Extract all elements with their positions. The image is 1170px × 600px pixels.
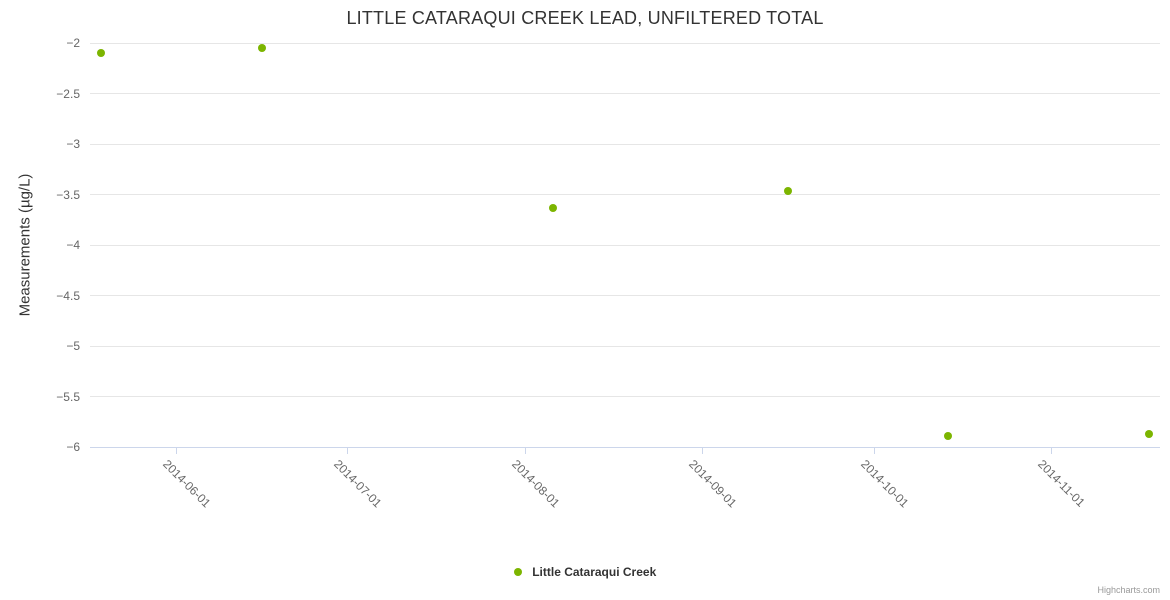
y-axis-tick-label: −3.5: [56, 187, 80, 202]
legend-item[interactable]: Little Cataraqui Creek: [0, 563, 1170, 581]
y-axis-tick-label: −2.5: [56, 86, 80, 101]
grid-line: [90, 42, 1160, 44]
grid-line: [90, 295, 1160, 296]
x-axis-tick: [1051, 447, 1053, 454]
legend-marker-icon: [513, 567, 522, 576]
x-axis-tick-label: 2014-07-01: [331, 457, 385, 511]
data-point[interactable]: [549, 203, 558, 212]
x-axis-tick-label: 2014-11-01: [1035, 457, 1089, 510]
grid-line: [90, 396, 1160, 397]
legend-label: Little Cataraqui Creek: [532, 564, 657, 579]
x-axis-tick-label: 2014-06-01: [159, 457, 214, 511]
y-axis-tick-label: −3: [66, 137, 80, 151]
x-axis-tick-label: 2014-10-01: [857, 457, 912, 511]
data-point[interactable]: [97, 49, 106, 58]
x-axis-tick: [524, 447, 526, 454]
highcharts-credit-link[interactable]: Highcharts.com: [1097, 585, 1160, 595]
y-axis-tick-label: −4.5: [56, 288, 80, 303]
grid-line: [90, 345, 1160, 347]
x-axis-tick: [175, 447, 177, 454]
x-axis-tick-label: 2014-09-01: [686, 457, 740, 511]
data-point[interactable]: [944, 431, 953, 440]
x-axis-tick-label: 2014-08-01: [508, 457, 563, 511]
chart-title: LITTLE CATARAQUI CREEK LEAD, UNFILTERED …: [346, 8, 824, 28]
x-axis-tick: [347, 447, 349, 454]
data-point[interactable]: [784, 187, 793, 196]
data-point[interactable]: [1144, 429, 1153, 438]
grid-line: [90, 244, 1160, 246]
data-point[interactable]: [257, 44, 266, 53]
grid-line: [90, 143, 1160, 145]
x-axis-tick: [702, 447, 704, 454]
grid-line: [90, 93, 1160, 94]
y-axis-tick-label: −5: [66, 339, 80, 353]
y-axis-tick-label: −6: [66, 440, 80, 454]
y-axis-tick-label: −5.5: [56, 389, 80, 404]
grid-line: [90, 194, 1160, 195]
y-axis-tick-label: −2: [66, 36, 80, 50]
y-axis-tick-label: −4: [66, 238, 80, 252]
plot-area: [90, 42, 1160, 448]
x-axis-tick: [873, 447, 875, 454]
